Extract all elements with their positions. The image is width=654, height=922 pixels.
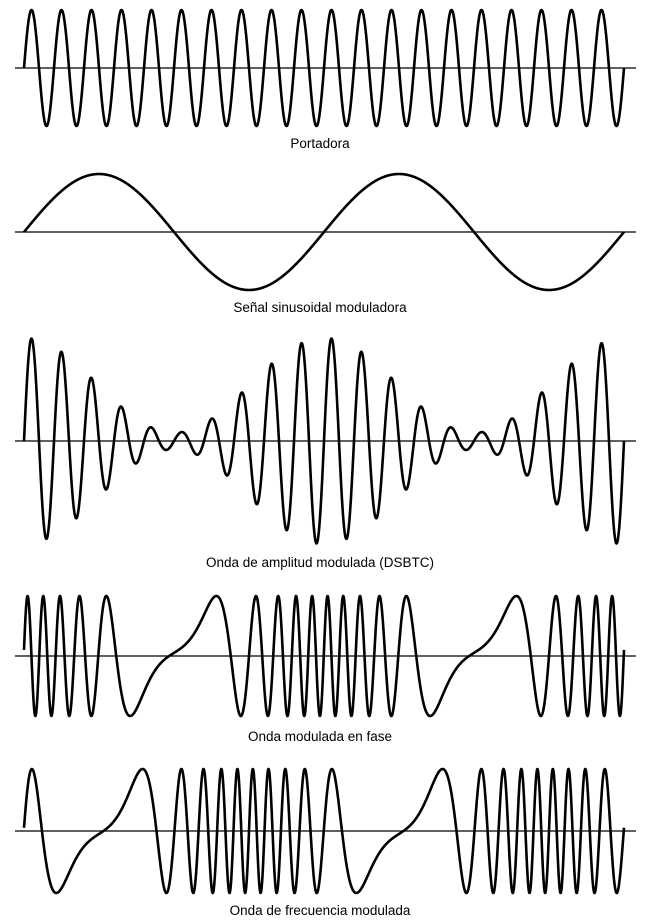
carrier-waveform xyxy=(22,8,626,128)
am-caption: Onda de amplitud modulada (DSBTC) xyxy=(206,555,434,570)
pm-caption: Onda modulada en fase xyxy=(248,729,392,744)
modulating-waveform xyxy=(22,172,626,292)
fm-waveform xyxy=(22,767,626,895)
panel-carrier: Portadora xyxy=(15,8,636,151)
am-waveform xyxy=(22,337,626,545)
carrier-caption: Portadora xyxy=(290,136,350,151)
panel-pm: Onda modulada en fase xyxy=(15,594,636,744)
modulating-caption: Señal sinusoidal moduladora xyxy=(233,300,407,315)
panel-modulating: Señal sinusoidal moduladora xyxy=(15,172,636,315)
panel-fm: Onda de frecuencia modulada xyxy=(15,767,636,918)
pm-waveform xyxy=(22,594,626,718)
fm-caption: Onda de frecuencia modulada xyxy=(230,903,411,918)
panel-am: Onda de amplitud modulada (DSBTC) xyxy=(15,337,636,570)
